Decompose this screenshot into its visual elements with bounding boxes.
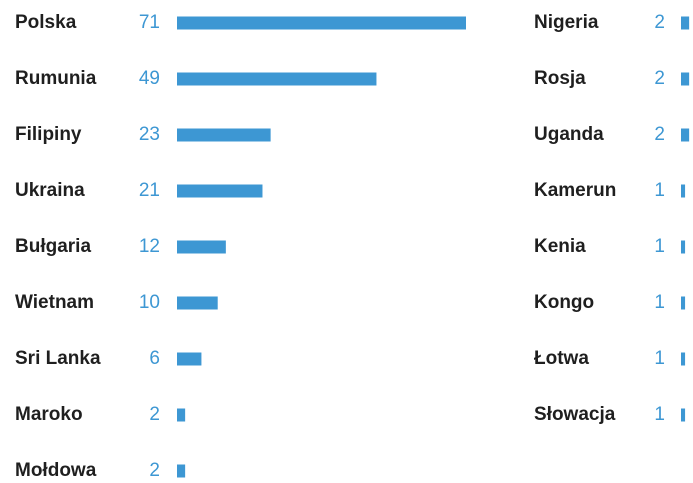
category-label: Kongo — [534, 292, 594, 313]
value-label: 2 — [149, 460, 160, 481]
value-label: 23 — [139, 124, 160, 145]
category-label: Wietnam — [15, 292, 94, 313]
category-label: Kenia — [534, 236, 586, 257]
category-label: Ukraina — [15, 180, 85, 201]
bar — [177, 128, 271, 142]
bar — [681, 352, 686, 366]
value-label: 1 — [654, 348, 665, 369]
bar — [177, 408, 186, 422]
category-label: Słowacja — [534, 404, 616, 425]
value-label: 2 — [654, 68, 665, 89]
value-label: 1 — [654, 404, 665, 425]
value-label: 71 — [139, 12, 160, 33]
bar — [681, 296, 686, 310]
category-label: Sri Lanka — [15, 348, 101, 369]
category-label: Bułgaria — [15, 236, 91, 257]
bar — [681, 16, 690, 30]
value-label: 12 — [139, 236, 160, 257]
value-label: 2 — [654, 124, 665, 145]
category-label: Mołdowa — [15, 460, 97, 481]
value-label: 1 — [654, 180, 665, 201]
bar — [177, 16, 466, 30]
bar — [681, 184, 686, 198]
category-label: Łotwa — [534, 348, 589, 369]
value-label: 21 — [139, 180, 160, 201]
bar — [177, 184, 263, 198]
category-label: Uganda — [534, 124, 604, 145]
bar — [681, 72, 690, 86]
value-label: 1 — [654, 292, 665, 313]
bar — [177, 72, 377, 86]
category-label: Maroko — [15, 404, 83, 425]
bar — [681, 240, 686, 254]
bar — [177, 240, 226, 254]
category-label: Polska — [15, 12, 77, 33]
category-label: Rumunia — [15, 68, 97, 89]
bar — [177, 296, 218, 310]
bar — [177, 464, 186, 478]
value-label: 6 — [149, 348, 160, 369]
value-label: 2 — [654, 12, 665, 33]
value-label: 2 — [149, 404, 160, 425]
bar — [681, 408, 686, 422]
category-label: Filipiny — [15, 124, 82, 145]
value-label: 1 — [654, 236, 665, 257]
category-label: Rosja — [534, 68, 586, 89]
bar — [681, 128, 690, 142]
value-label: 49 — [139, 68, 160, 89]
category-label: Nigeria — [534, 12, 599, 33]
bar — [177, 352, 202, 366]
category-label: Kamerun — [534, 180, 616, 201]
value-label: 10 — [139, 292, 160, 313]
